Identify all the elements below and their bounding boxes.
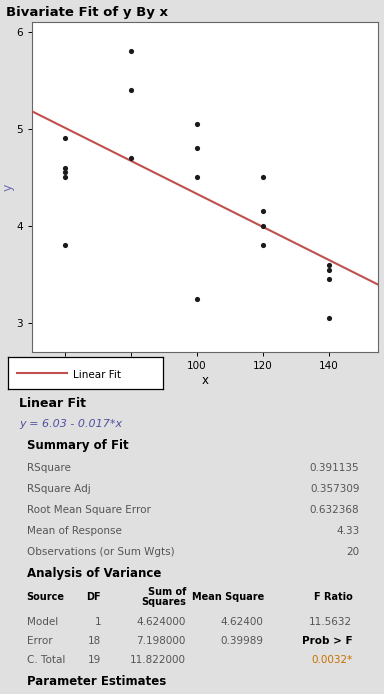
Text: 7.198000: 7.198000 bbox=[137, 636, 186, 646]
Text: 0.632368: 0.632368 bbox=[310, 505, 359, 514]
Point bbox=[194, 293, 200, 304]
Text: Analysis of Variance: Analysis of Variance bbox=[26, 567, 161, 580]
Text: Sum of
Squares: Sum of Squares bbox=[141, 586, 186, 607]
Text: Summary of Fit: Summary of Fit bbox=[26, 439, 128, 452]
Point bbox=[194, 171, 200, 183]
Text: Model: Model bbox=[26, 618, 58, 627]
Text: 19: 19 bbox=[88, 655, 101, 666]
Point bbox=[260, 220, 266, 231]
Text: DF: DF bbox=[86, 592, 101, 602]
Text: RSquare Adj: RSquare Adj bbox=[26, 484, 90, 493]
Text: Parameter Estimates: Parameter Estimates bbox=[26, 675, 166, 688]
Point bbox=[62, 162, 68, 173]
Text: Prob > F: Prob > F bbox=[302, 636, 352, 646]
Text: Observations (or Sum Wgts): Observations (or Sum Wgts) bbox=[26, 547, 174, 557]
Point bbox=[260, 205, 266, 217]
Text: Linear Fit: Linear Fit bbox=[19, 397, 86, 409]
Text: 4.624000: 4.624000 bbox=[137, 618, 186, 627]
Point bbox=[62, 133, 68, 144]
Point bbox=[260, 171, 266, 183]
Text: 4.62400: 4.62400 bbox=[221, 618, 264, 627]
Point bbox=[128, 152, 134, 163]
Point bbox=[326, 273, 332, 285]
Text: F Ratio: F Ratio bbox=[314, 592, 352, 602]
Text: RSquare: RSquare bbox=[26, 463, 71, 473]
Text: 20: 20 bbox=[346, 547, 359, 557]
Text: 0.39989: 0.39989 bbox=[221, 636, 264, 646]
Text: 18: 18 bbox=[88, 636, 101, 646]
Point bbox=[62, 239, 68, 251]
Text: Mean Square: Mean Square bbox=[192, 592, 264, 602]
Text: 1: 1 bbox=[94, 618, 101, 627]
X-axis label: x: x bbox=[202, 374, 209, 387]
Point bbox=[194, 143, 200, 154]
Text: Source: Source bbox=[26, 592, 65, 602]
Text: 0.0032*: 0.0032* bbox=[311, 655, 352, 666]
Point bbox=[326, 264, 332, 275]
Text: 11.5632: 11.5632 bbox=[309, 618, 352, 627]
Point bbox=[260, 239, 266, 251]
Point bbox=[128, 46, 134, 57]
Text: 0.391135: 0.391135 bbox=[310, 463, 359, 473]
Text: Root Mean Square Error: Root Mean Square Error bbox=[26, 505, 151, 514]
Text: Mean of Response: Mean of Response bbox=[26, 525, 121, 536]
Text: Error: Error bbox=[26, 636, 52, 646]
Point bbox=[128, 85, 134, 96]
Point bbox=[62, 167, 68, 178]
Point bbox=[62, 171, 68, 183]
Text: 4.33: 4.33 bbox=[336, 525, 359, 536]
Y-axis label: y: y bbox=[2, 183, 15, 191]
Text: Bivariate Fit of y By x: Bivariate Fit of y By x bbox=[6, 6, 168, 19]
Text: 11.822000: 11.822000 bbox=[130, 655, 186, 666]
Point bbox=[326, 259, 332, 270]
Text: y = 6.03 - 0.017*x: y = 6.03 - 0.017*x bbox=[19, 419, 122, 429]
Point bbox=[326, 312, 332, 323]
Text: Linear Fit: Linear Fit bbox=[73, 370, 121, 380]
Point bbox=[194, 119, 200, 130]
Text: 0.357309: 0.357309 bbox=[310, 484, 359, 493]
Text: C. Total: C. Total bbox=[26, 655, 65, 666]
